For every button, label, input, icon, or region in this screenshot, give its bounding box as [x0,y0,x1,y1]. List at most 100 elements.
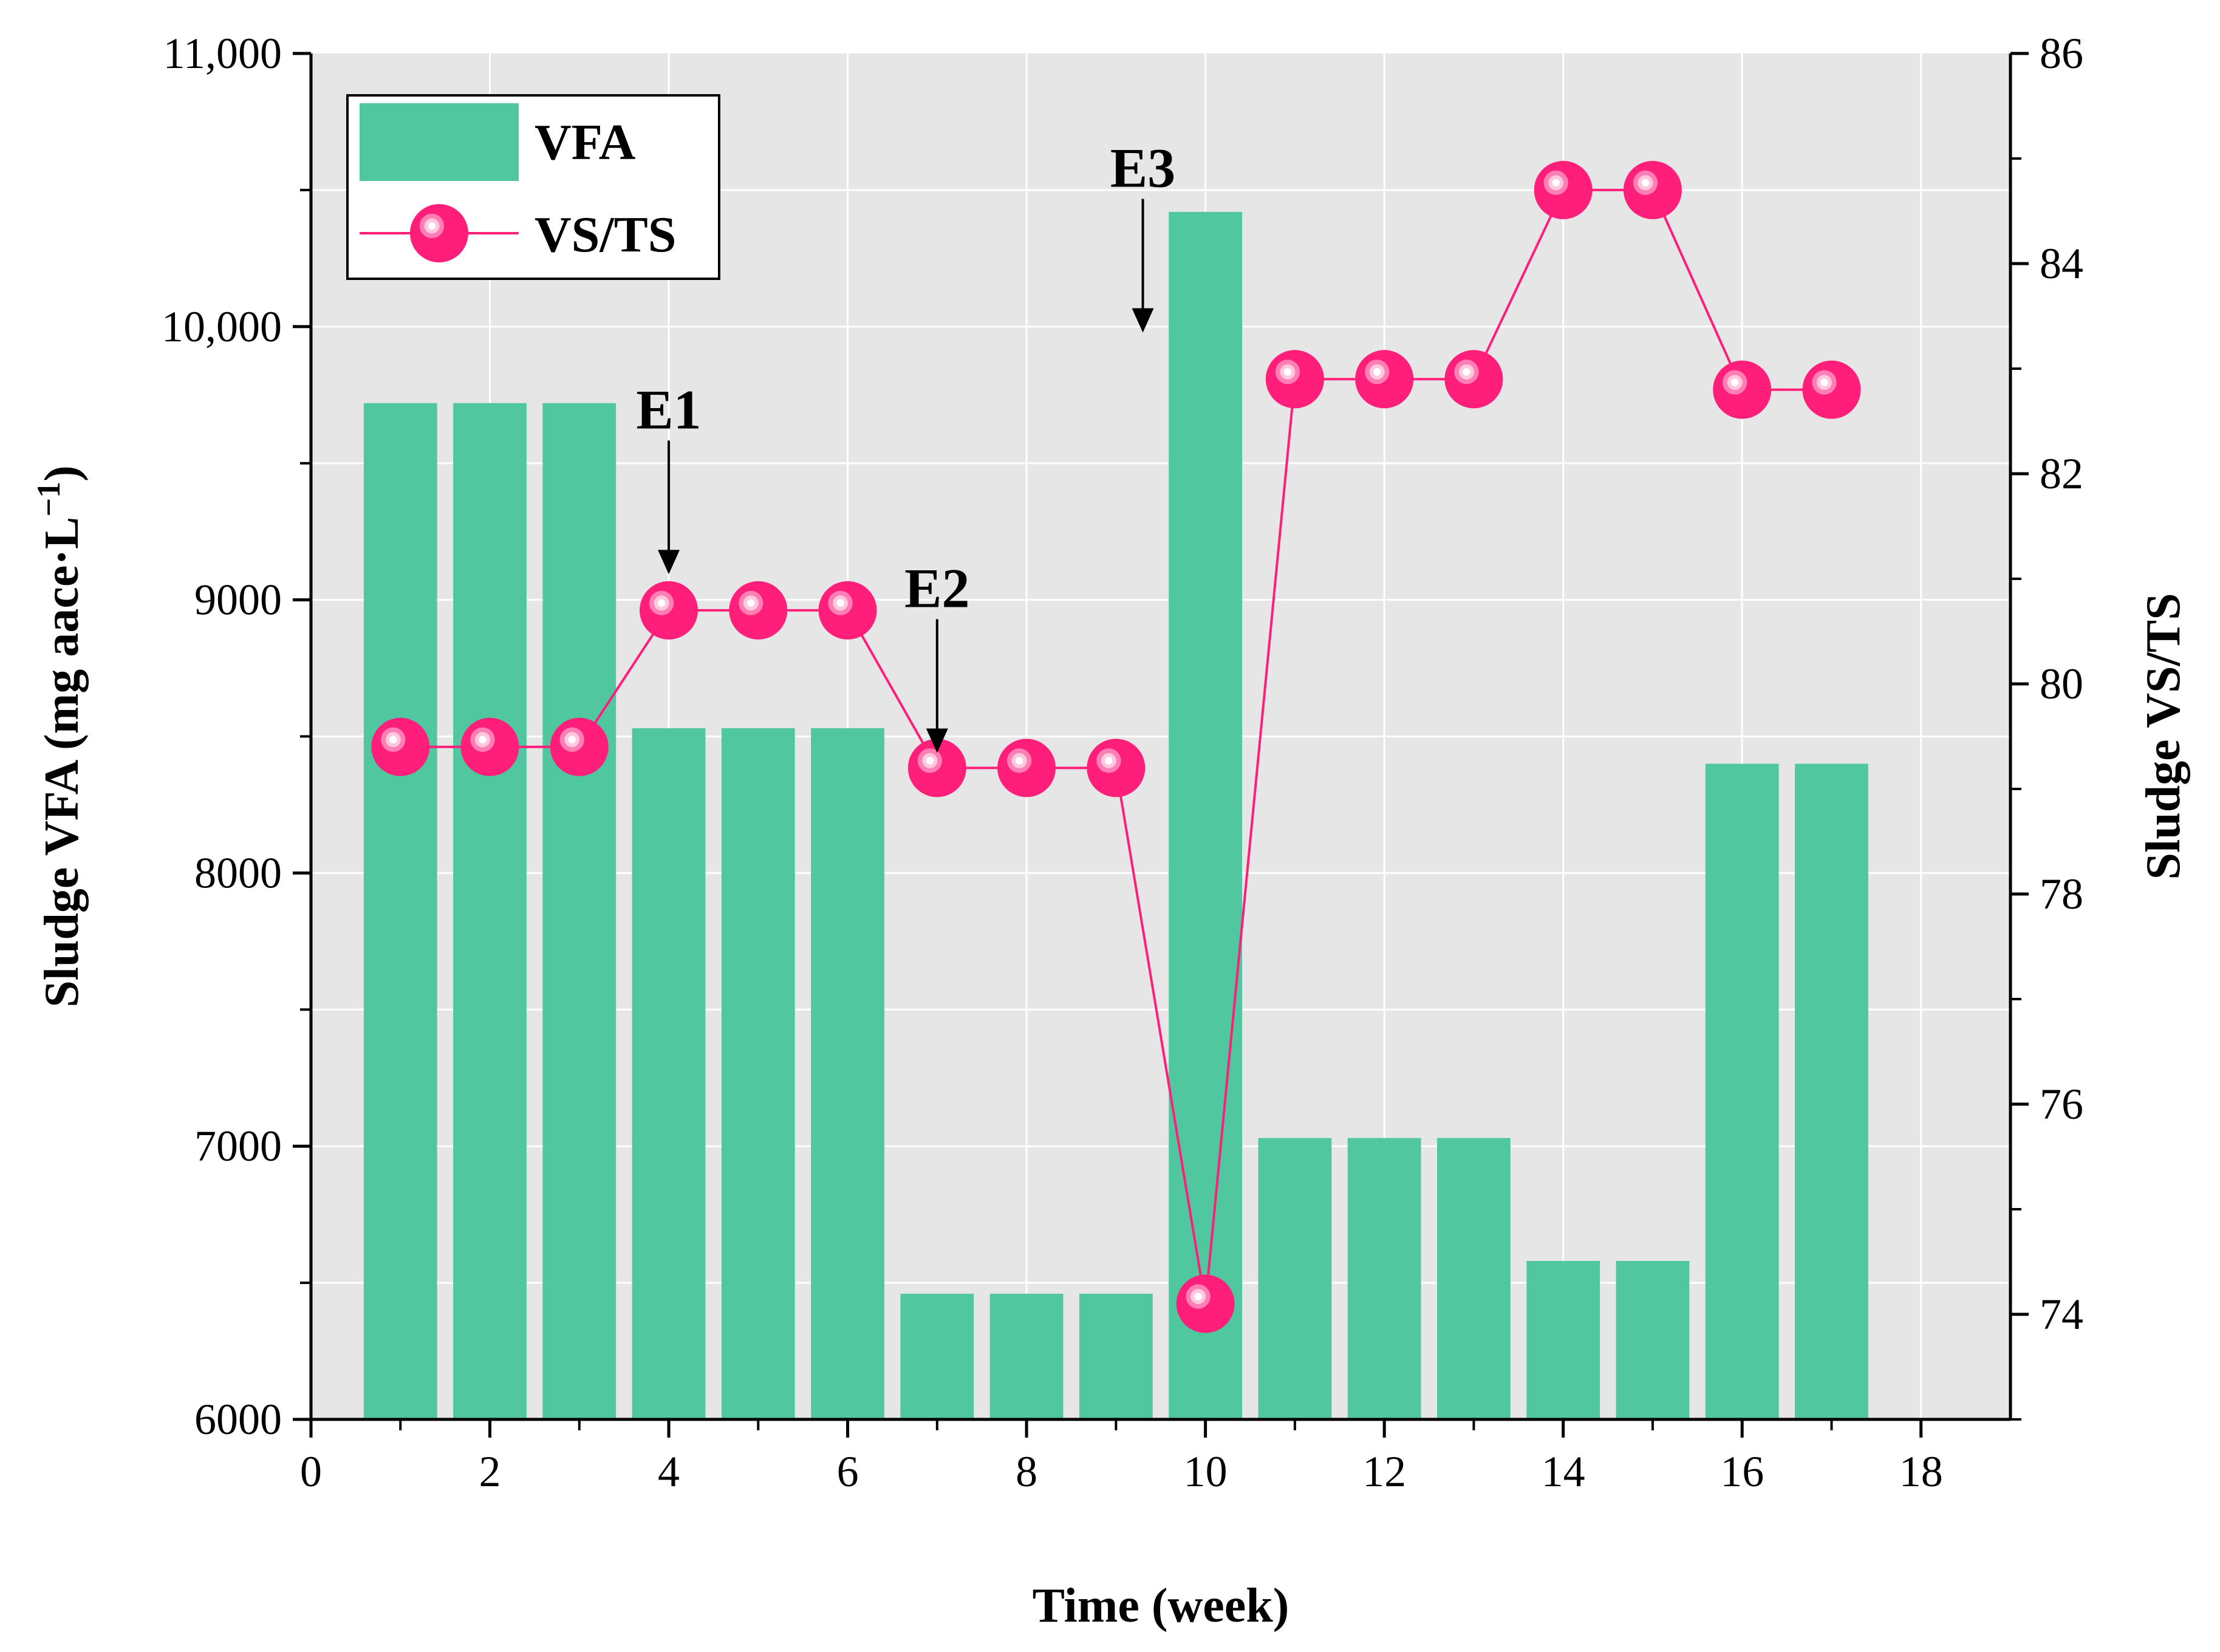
vfa-bar [363,403,437,1419]
vsts-point [460,717,519,776]
vfa-bar [811,728,884,1419]
marker-highlight-core [1463,368,1470,376]
vfa-bar [989,1294,1064,1419]
vsts-point [818,581,877,640]
legend: VFA VS/TS [346,94,720,280]
vsts-point [1802,360,1861,419]
x-tick-label: 6 [837,1447,859,1496]
legend-marker-vsts [410,204,468,262]
marker-highlight-core [428,222,436,230]
y-axis-title-superscript: −1 [30,482,67,517]
annotation-label: E1 [636,378,701,440]
annotation-arrow-head [926,728,948,753]
vsts-point [1087,739,1146,797]
marker-highlight-core [1373,368,1381,376]
y-tick-label: 10,000 [162,302,282,351]
annotation-arrow-head [1132,308,1154,333]
marker-highlight-core [1105,757,1113,765]
y-tick-label: 6000 [194,1395,282,1444]
y-axis-title-main: Sludge VFA (mg aace·L [35,517,89,1008]
x-tick-label: 4 [658,1447,680,1496]
vfa-bar [1705,763,1779,1419]
annotation-label: E2 [904,558,969,620]
legend-label-vfa: VFA [535,114,636,171]
y2-tick-label: 74 [2040,1290,2083,1339]
marker-highlight-core [1820,378,1828,386]
y-tick-label: 11,000 [163,29,282,78]
marker-highlight-core [1552,179,1560,187]
annotations: E1 E2 E3 [636,137,1175,753]
vfa-bar [1347,1138,1421,1419]
x-tick-label: 10 [1184,1447,1228,1496]
marker-highlight-core [1015,757,1023,765]
marker-highlight-core [568,736,576,744]
vsts-point [640,581,698,640]
x-tick-label: 14 [1542,1447,1585,1496]
marker-highlight-core [836,599,844,607]
vsts-point [1444,350,1503,409]
x-tick-label: 18 [1899,1447,1943,1496]
y2-axis-title: Sludge VS/TS [2137,593,2190,879]
x-tick-label: 8 [1016,1447,1037,1496]
vfa-bar [900,1294,974,1419]
vfa-bar [632,728,706,1419]
y2-tick-label: 76 [2040,1080,2083,1128]
marker-highlight-core [1283,368,1292,376]
vsts-point [1176,1274,1235,1333]
vsts-point [729,581,788,640]
legend-marker [410,204,468,262]
y2-tick-label: 84 [2040,239,2083,288]
vsts-point [1623,160,1682,219]
y2-tick-label: 82 [2040,449,2083,498]
legend-label-vsts: VS/TS [535,206,676,263]
annotation-arrow-head [658,550,680,575]
vsts-point [371,717,430,776]
vfa-bars [363,211,1868,1419]
annotation-e1: E1 [636,378,702,575]
vfa-bar [1258,1138,1332,1419]
vfa-bar [1526,1261,1600,1419]
vsts-point [550,717,609,776]
x-tick-label: 16 [1720,1447,1764,1496]
marker-highlight-core [1641,179,1650,187]
vsts-point [1534,160,1593,219]
vsts-point [997,739,1056,797]
vfa-bar [1437,1138,1511,1419]
x-tick-label: 2 [479,1447,501,1496]
x-tick-label: 0 [300,1447,322,1496]
vfa-bar [453,403,527,1419]
marker-highlight-core [1194,1292,1202,1300]
x-axis-title: Time (week) [1033,1579,1289,1633]
annotation-e3: E3 [1110,137,1175,333]
annotation-e2: E2 [904,558,970,753]
y-tick-label: 7000 [194,1122,282,1170]
marker-highlight-core [389,736,397,744]
marker-highlight-core [479,736,487,744]
marker-highlight-core [926,757,934,765]
vfa-bar [1079,1294,1153,1419]
y-tick-label: 9000 [194,576,282,624]
ticks: 0 2 4 6 8 10 12 14 16 18 6000 7000 8000 9000 10,000 11,… [162,29,2083,1496]
y-axis-title: Sludge VFA (mg aace·L−1) [30,465,89,1008]
y2-tick-label: 86 [2040,29,2083,78]
vsts-point [1713,360,1772,419]
legend-swatch-vfa [360,103,519,181]
vfa-bar [721,728,795,1419]
vsts-point [1355,350,1414,409]
y-axis-title-close: ) [35,465,89,482]
marker-highlight-core [657,599,666,607]
vfa-bar [1169,211,1243,1419]
vsts-point [1265,350,1324,409]
y2-tick-label: 80 [2040,660,2083,708]
vfa-bar [1616,1261,1690,1419]
annotation-label: E3 [1110,137,1175,199]
y2-tick-label: 78 [2040,870,2083,918]
x-tick-label: 12 [1362,1447,1406,1496]
vsts-point [907,739,966,797]
marker-highlight-core [1730,378,1739,386]
vsts-points [371,160,1861,1333]
marker-highlight-core [747,599,755,607]
vfa-bar [542,403,616,1419]
vfa-bar [1795,763,1868,1419]
